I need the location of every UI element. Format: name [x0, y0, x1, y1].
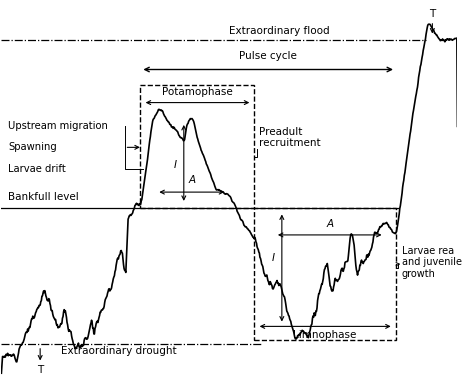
Text: Bankfull level: Bankfull level [8, 192, 79, 202]
Text: Extraordinary drought: Extraordinary drought [61, 346, 176, 356]
Bar [140, 85, 255, 208]
Text: Limnophase: Limnophase [293, 330, 357, 340]
Text: A: A [188, 175, 195, 185]
Text: Larvae drift: Larvae drift [8, 164, 66, 174]
Text: T: T [429, 9, 436, 19]
Text: I: I [272, 253, 275, 263]
Text: A: A [326, 219, 333, 229]
Text: I: I [174, 160, 177, 170]
Text: Potamophase: Potamophase [162, 87, 233, 97]
Text: Pulse cycle: Pulse cycle [239, 51, 297, 61]
Text: Extraordinary flood: Extraordinary flood [229, 26, 330, 36]
Text: Spawning: Spawning [8, 142, 57, 152]
Text: Preadult
recruitment: Preadult recruitment [259, 127, 321, 149]
Bar [255, 208, 396, 340]
Text: Larvae rea
and juvenile
growth: Larvae rea and juvenile growth [402, 245, 462, 279]
Text: Upstream migration: Upstream migration [8, 121, 108, 131]
Text: T: T [37, 365, 43, 375]
